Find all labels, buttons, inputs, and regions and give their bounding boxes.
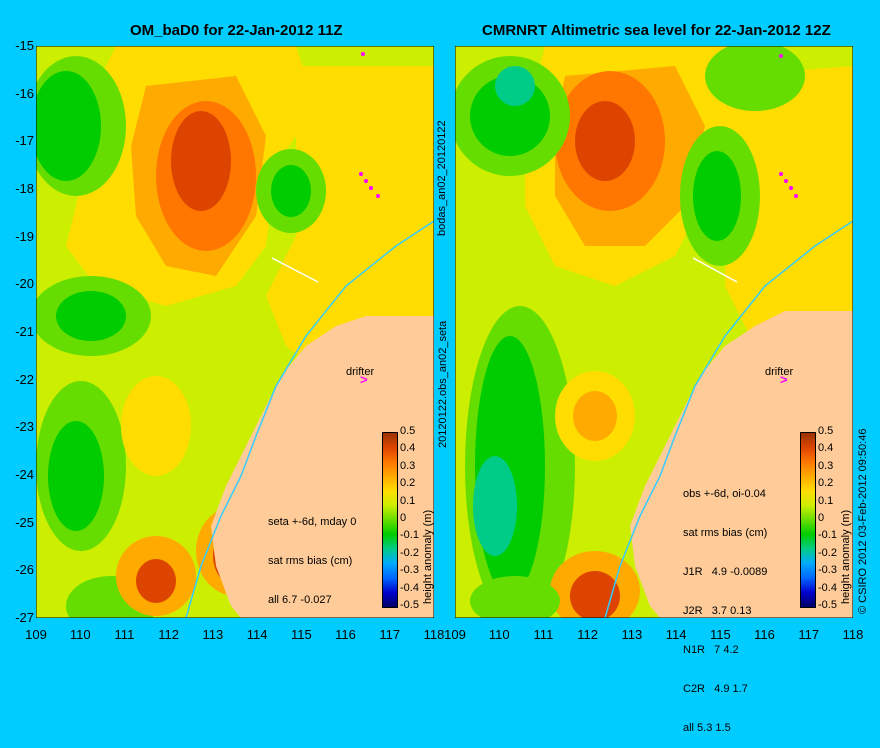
x-tick-label: 115 [709,627,731,642]
colorbar-tick-label: 0 [400,512,407,524]
x-tick-label: 113 [621,627,643,642]
x-tick-label: 113 [202,627,224,642]
colorbar-tick-label: 0.5 [400,425,416,437]
x-tick-label: 112 [158,627,180,642]
colorbar-tick-label: 0.1 [818,494,834,507]
colorbar-tick-label: -0.4 [400,581,419,594]
y-tick-label: -26 [15,562,34,578]
colorbar-tick-label: 0.2 [400,477,416,490]
right-annotation-line: N1R 7 4.2 [683,644,739,656]
right-side-label: 20120122.obs_an02_seta [437,320,449,448]
x-tick-label: 109 [25,627,47,642]
x-tick-label: 117 [798,627,820,642]
colorbar-tick-label: 0.3 [818,459,834,472]
colorbar-tick-label: -0.2 [400,546,419,559]
right-chart-plot [455,46,853,618]
y-tick-label: -24 [15,467,34,482]
colorbar-tick-label: 0.4 [818,442,834,455]
left-heatmap-svg [36,46,434,618]
x-tick-label: 110 [488,627,510,642]
colorbar-label: height anomaly (m) [840,509,852,604]
y-tick-label: -23 [15,419,34,435]
colorbar-tick-label: 0.3 [400,459,416,472]
colorbar-tick-label: 0.5 [818,425,834,437]
colorbar-tick-label: 0.1 [400,494,416,507]
colorbar-tick-label: -0.4 [818,581,837,594]
y-tick-label: -25 [15,514,34,530]
right-annotation-line: obs +-6d, oi-0.04 [683,488,766,500]
right-annotation-line: J2R 3.7 0.13 [683,605,752,617]
copyright-text: © CSIRO 2012 03-Feb-2012 09:50:46 [857,428,869,614]
right-drifter-label: drifter [765,366,794,378]
x-tick-label: 116 [335,627,356,642]
x-tick-label: 116 [754,627,775,642]
x-tick-label: 111 [114,627,135,642]
colorbar-gradient [800,432,816,608]
left-annotation: seta +-6d, mday 0 sat rms bias (cm) all … [268,490,356,620]
y-tick-label: -18 [15,181,34,196]
colorbar-tick-label: -0.5 [400,599,419,611]
left-land-mass [211,316,434,618]
left-side-label: bodas_an02_20120122 [436,120,448,236]
colorbar-tick-label: -0.1 [818,529,837,542]
colorbar-gradient [382,432,398,608]
colorbar-tick-label: 0 [818,512,825,524]
y-tick-label: -16 [15,85,34,101]
colorbar-tick-label: 0.4 [400,442,416,455]
colorbar-tick-label: -0.2 [818,546,837,559]
colorbar-tick-label: 0.2 [818,477,834,490]
left-drifter-label: drifter [346,366,375,378]
right-annotation: obs +-6d, oi-0.04 sat rms bias (cm) J1R … [683,462,767,748]
y-tick-label: -22 [15,371,34,387]
left-annotation-line: sat rms bias (cm) [268,555,353,567]
colorbar-tick-label: -0.3 [818,564,837,577]
left-chart-plot [36,46,434,618]
x-tick-label: 111 [533,627,554,642]
colorbar-label: height anomaly (m) [422,509,434,604]
colorbar-tick-label: -0.3 [400,564,419,577]
left-annotation-line: seta +-6d, mday 0 [268,516,357,528]
x-tick-label: 109 [444,627,466,642]
colorbar-tick-label: -0.1 [400,529,419,542]
left-annotation-line: all 6.7 -0.027 [268,594,332,606]
y-tick-label: -19 [15,228,34,244]
y-tick-label: -21 [15,324,34,339]
x-tick-label: 115 [290,627,312,642]
y-tick-label: -20 [15,276,34,292]
colorbar-tick-label: -0.5 [818,599,837,611]
x-tick-label: 114 [246,627,268,642]
right-heatmap-svg [455,46,853,618]
y-tick-label: -27 [15,610,34,625]
x-tick-label: 112 [577,627,599,642]
right-annotation-line: sat rms bias (cm) [683,527,768,539]
right-drifter-marker: > [780,372,788,387]
x-tick-label: 118 [842,627,864,642]
x-tick-label: 110 [69,627,91,642]
right-chart-title: CMRNRT Altimetric sea level for 22-Jan-2… [482,22,831,39]
right-annotation-line: C2R 4.9 1.7 [683,683,748,695]
left-chart-title: OM_baD0 for 22-Jan-2012 11Z [130,22,343,39]
left-drifter-marker: > [360,372,368,387]
x-tick-label: 118 [423,627,445,642]
x-tick-label: 114 [665,627,687,642]
y-tick-label: -15 [15,38,34,53]
right-annotation-line: all 5.3 1.5 [683,722,731,734]
x-tick-label: 117 [379,627,401,642]
y-tick-label: -17 [15,133,34,149]
right-annotation-line: J1R 4.9 -0.0089 [683,566,768,578]
right-land-mass [630,311,853,618]
